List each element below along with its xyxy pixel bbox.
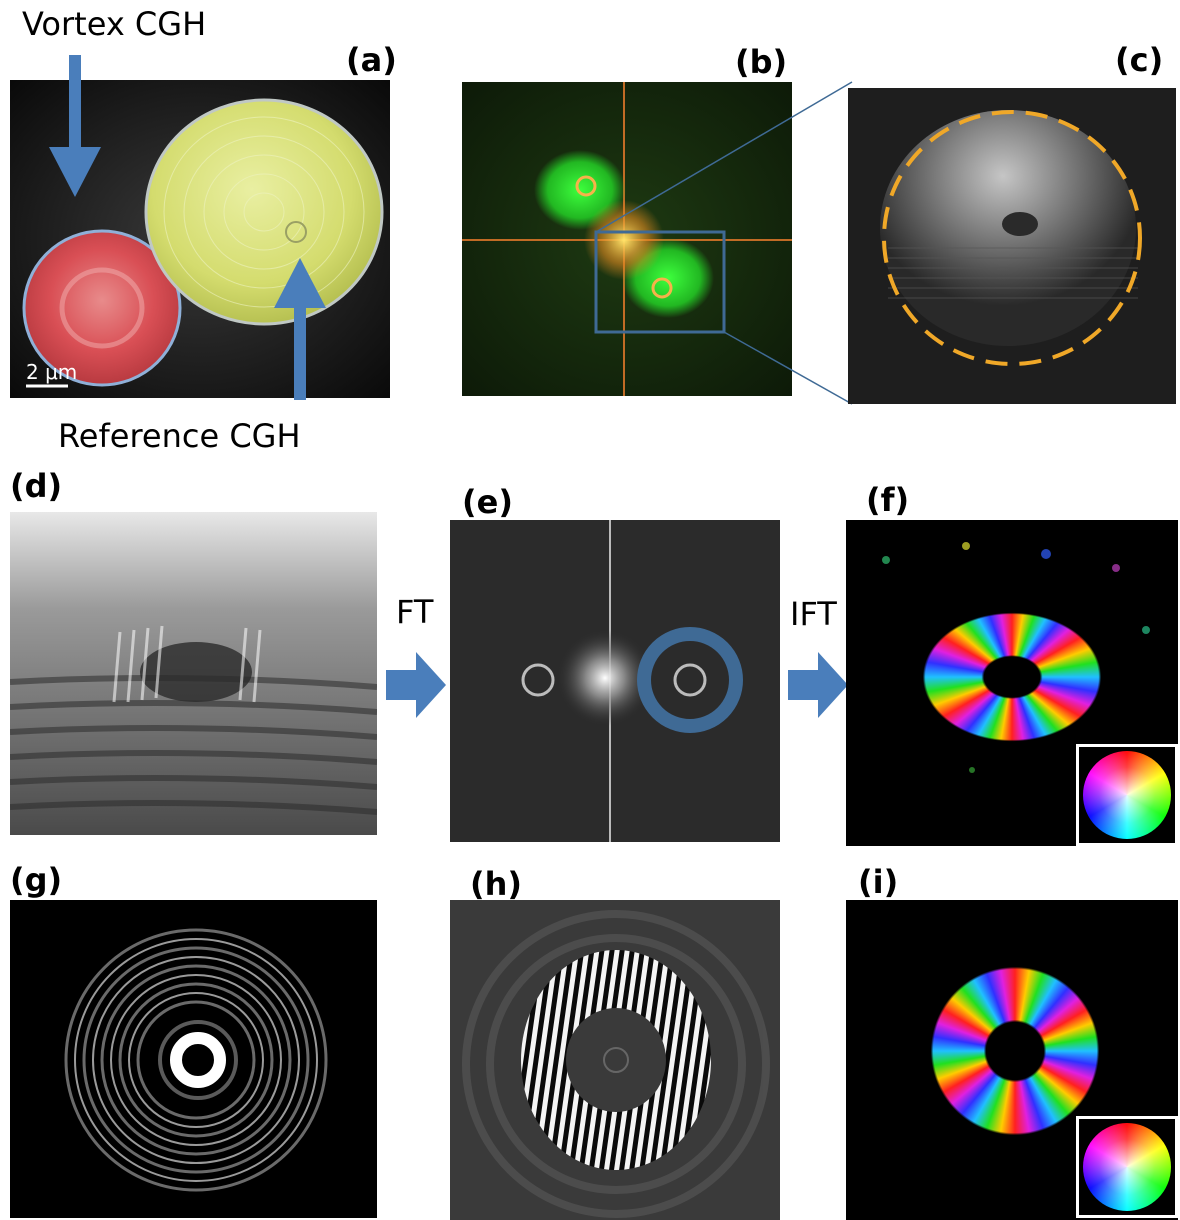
zoom-connector-lines: [595, 81, 853, 405]
zoom-region-box: [594, 230, 726, 334]
panel-a-sem-image: 2 μm: [10, 80, 390, 398]
reference-cgh-caption: Reference CGH: [58, 417, 301, 455]
aperture-dashed-circle: [882, 110, 1142, 366]
simulated-rings-illustration: [10, 900, 377, 1218]
vortex-cgh-caption: Vortex CGH: [22, 5, 207, 43]
panel-g-simulated-intensity: [10, 900, 377, 1218]
reference-cgh-disc: [144, 98, 384, 326]
bright-donut: [170, 1032, 226, 1088]
ift-arrow: [788, 652, 848, 718]
panel-h-simulated-interferogram: [450, 900, 780, 1220]
panel-e-fourier-spectrum: [450, 520, 780, 842]
ft-arrow: [386, 652, 446, 718]
hsv-color-wheel-icon: [1083, 751, 1171, 839]
simulated-fringes-illustration: [450, 900, 780, 1220]
label-f: (f): [866, 481, 910, 519]
selected-sideband-ring: [637, 627, 743, 733]
ft-label: FT: [396, 593, 434, 631]
fourier-spectrum-illustration: [450, 520, 780, 842]
interferogram-illustration: [10, 512, 377, 835]
vortex-cgh-disc: [22, 229, 182, 387]
label-h: (h): [470, 865, 523, 903]
phase-noise-speckles: [882, 542, 1150, 773]
label-i: (i): [858, 863, 899, 901]
panel-d-interferogram: [10, 512, 377, 835]
phase-colorwheel-f: [1076, 744, 1178, 846]
panel-b-fourier-image: [462, 82, 792, 396]
label-c: (c): [1115, 41, 1164, 79]
phase-spiral-f: [922, 612, 1102, 742]
phase-colorwheel-i: [1076, 1116, 1178, 1218]
label-e: (e): [462, 483, 513, 521]
sem-cgh-illustration: [10, 80, 390, 398]
label-b: (b): [735, 43, 788, 81]
scale-bar-label: 2 μm: [26, 360, 78, 384]
vortex-arrow-down: [49, 55, 101, 197]
hsv-color-wheel-icon: [1083, 1123, 1171, 1211]
panel-i-simulated-phase: [846, 900, 1178, 1220]
reference-arrow-up: [274, 258, 326, 400]
phase-spiral-i: [930, 966, 1100, 1136]
fourier-hologram-illustration: [462, 82, 792, 396]
panel-c-zoomed-image: [848, 88, 1176, 404]
label-d: (d): [10, 467, 63, 505]
label-a: (a): [346, 41, 397, 79]
zoomed-speckle-illustration: [848, 88, 1176, 404]
panel-f-reconstructed-phase: [846, 520, 1178, 846]
label-g: (g): [10, 861, 63, 899]
ift-label: IFT: [790, 595, 837, 633]
